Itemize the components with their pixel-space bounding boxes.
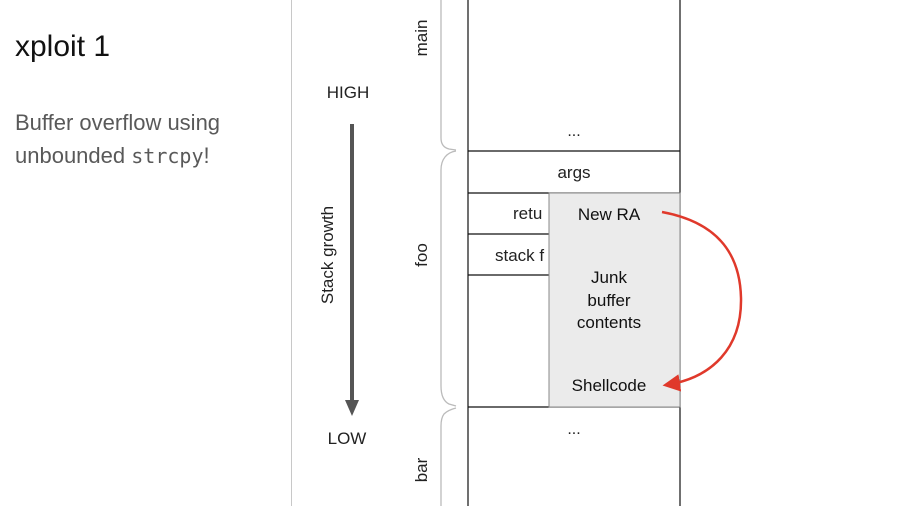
junk-line-2: buffer: [587, 291, 631, 310]
shellcode-label: Shellcode: [572, 376, 647, 395]
slide-subtitle: Buffer overflow using unbounded strcpy!: [15, 106, 275, 173]
growth-label: Stack growth: [318, 206, 337, 304]
stack-frame-cell: stack f: [495, 246, 544, 265]
args-cell: args: [557, 163, 590, 182]
frame-label-bar: bar: [412, 457, 431, 482]
brace-foo: [440, 150, 457, 407]
subtitle-text: Buffer overflow using unbounded: [15, 110, 221, 168]
low-label: LOW: [328, 429, 367, 448]
return-cell: retu: [513, 204, 542, 223]
ellipsis-bottom: ...: [567, 421, 580, 438]
junk-line-3: contents: [577, 313, 641, 332]
junk-line-1: Junk: [591, 268, 627, 287]
slide-title: xploit 1: [15, 30, 111, 63]
new-ra-label: New RA: [578, 205, 641, 224]
frame-label-main: main: [412, 20, 431, 57]
growth-arrow-head: [345, 400, 359, 416]
subtitle-code: strcpy: [131, 144, 204, 168]
brace-main: [440, 0, 457, 151]
vertical-divider: [291, 0, 292, 506]
jump-arrow: [661, 210, 743, 392]
brace-bar: [440, 407, 457, 506]
subtitle-suffix: !: [203, 143, 210, 168]
ellipsis-top: ...: [567, 123, 580, 140]
frame-label-foo: foo: [412, 243, 431, 267]
overflow-overlay: [548, 192, 681, 408]
high-label: HIGH: [327, 83, 370, 102]
